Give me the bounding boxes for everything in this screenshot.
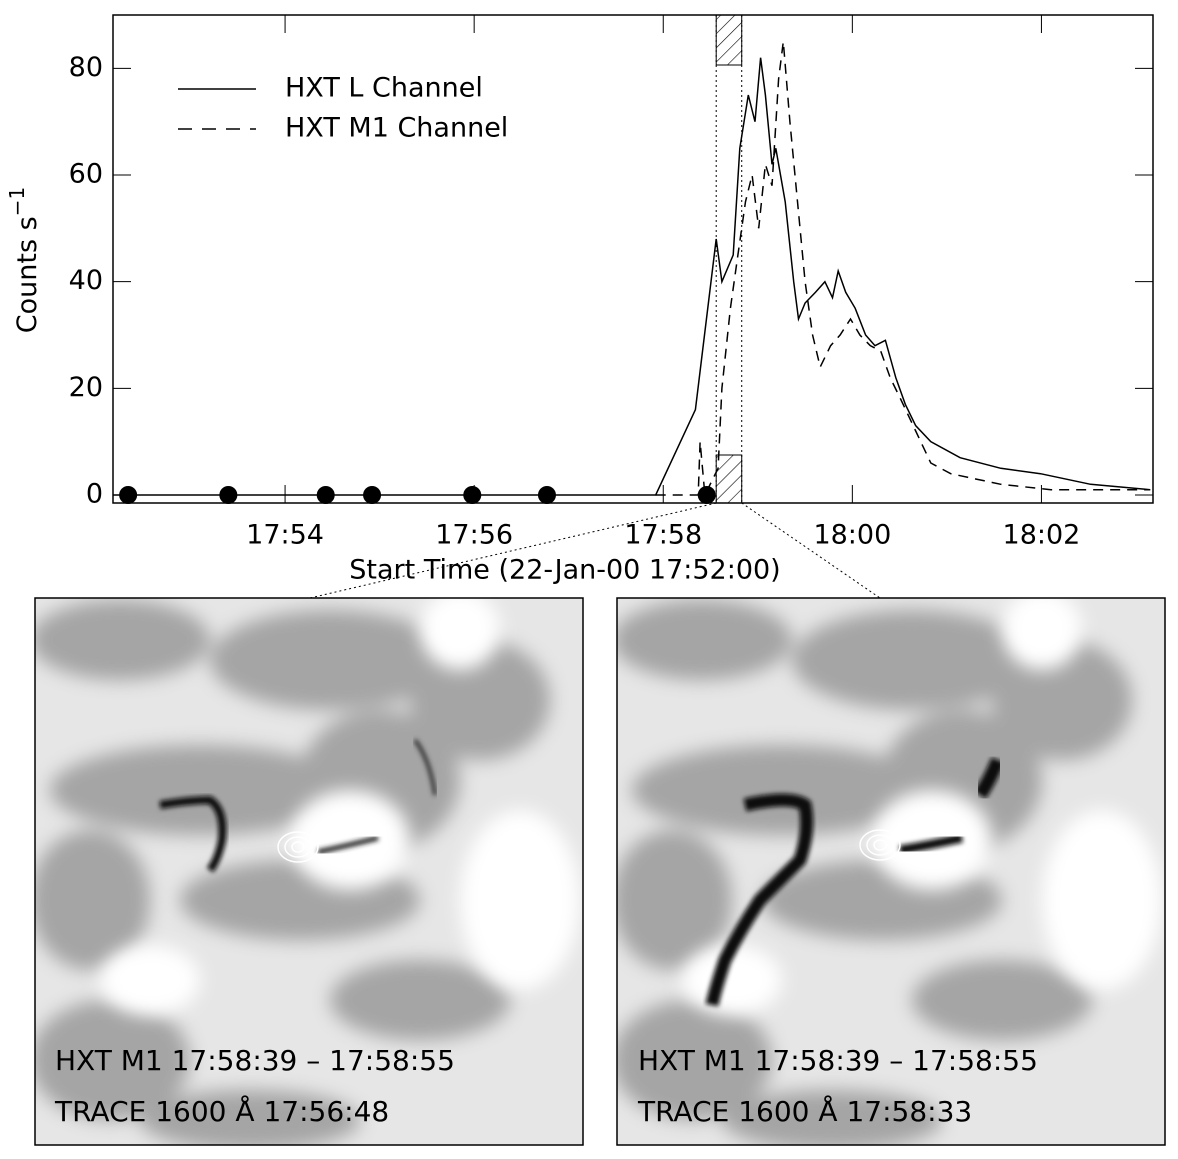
panel-caption: TRACE 1600 Å 17:58:33 <box>637 1094 972 1128</box>
time-marker <box>697 486 716 504</box>
data-line <box>113 57 1151 496</box>
time-marker <box>363 486 382 504</box>
y-axis-label: Counts s−1 <box>5 187 43 333</box>
time-marker <box>537 486 556 504</box>
panel-caption: HXT M1 17:58:39 – 17:58:55 <box>55 1044 455 1077</box>
legend-label: HXT L Channel <box>285 73 483 104</box>
shaded-interval <box>715 14 743 66</box>
y-tick-label: 80 <box>69 52 103 83</box>
panel-frame <box>34 597 584 1146</box>
y-axis-label-text: Counts s <box>12 216 43 333</box>
shaded-interval <box>715 454 743 504</box>
panel-caption: HXT M1 17:58:39 – 17:58:55 <box>638 1044 1038 1077</box>
y-tick-label: 40 <box>69 265 103 296</box>
y-tick-label: 60 <box>69 159 103 190</box>
y-axis-label-superscript: −1 <box>5 187 29 216</box>
time-marker <box>463 486 482 504</box>
panel-caption: TRACE 1600 Å 17:56:48 <box>54 1094 389 1128</box>
plot-frame <box>112 14 1154 504</box>
data-line <box>655 41 1151 498</box>
x-tick-label: 17:54 <box>246 520 324 551</box>
y-tick-label: 0 <box>86 479 103 510</box>
y-tick-label: 20 <box>69 372 103 403</box>
panel-frame <box>616 597 1166 1146</box>
image-panel <box>617 598 1165 1145</box>
time-marker <box>219 486 238 504</box>
x-tick-label: 17:58 <box>624 520 702 551</box>
time-marker <box>119 486 138 504</box>
x-tick-label: 18:02 <box>1003 520 1081 551</box>
time-marker <box>316 486 335 504</box>
x-tick-label: 18:00 <box>813 520 891 551</box>
image-panel <box>35 598 583 1145</box>
x-tick-label: 17:56 <box>435 520 513 551</box>
legend-label: HXT M1 Channel <box>285 113 508 144</box>
x-axis-label: Start Time (22-Jan-00 17:52:00) <box>349 555 780 586</box>
